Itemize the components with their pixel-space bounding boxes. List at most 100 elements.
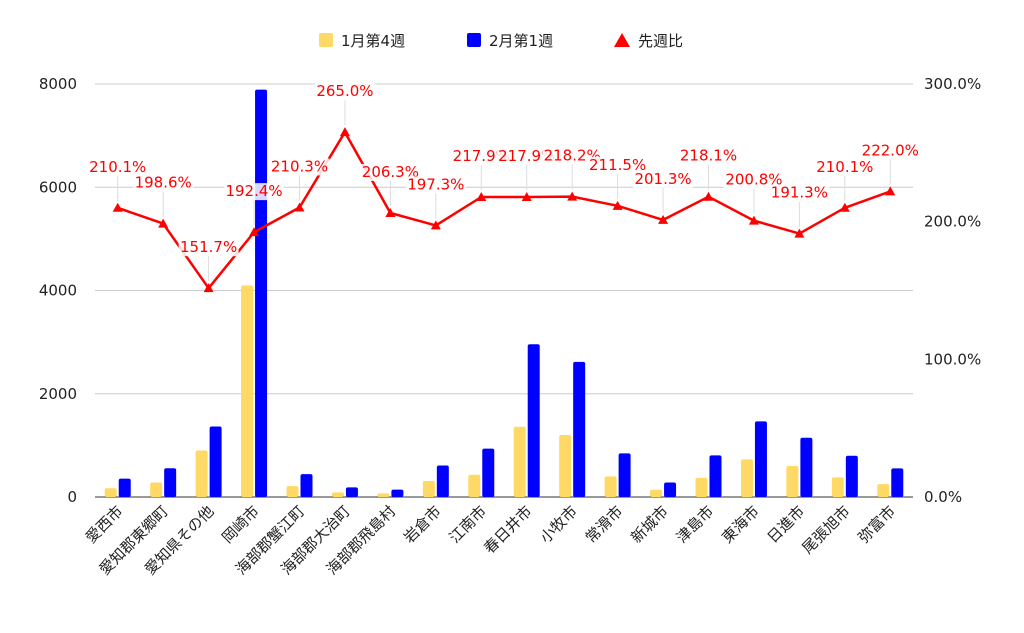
category-label: 春日井市 [480, 502, 535, 557]
ratio-label-bg [723, 171, 784, 189]
right-tick-label: 0.0% [924, 488, 962, 506]
bar-series1 [422, 480, 435, 497]
ratio-point [748, 215, 759, 225]
category-label: 岡崎市 [218, 502, 263, 547]
legend-label-series1: 1月第4週 [341, 32, 405, 50]
bar-series1 [195, 450, 208, 497]
ratio-label-bg [87, 158, 148, 176]
ratio-point [839, 202, 850, 212]
ratio-point [385, 207, 396, 217]
legend-marker-ratio [614, 33, 630, 47]
right-tick-label: 200.0% [924, 213, 981, 231]
ratio-point [885, 186, 896, 196]
legend-label-series2: 2月第1週 [489, 32, 553, 50]
bar-series1 [740, 459, 753, 497]
bar-series1 [468, 474, 481, 497]
ratio-label: 210.3% [271, 157, 328, 175]
bar-series2 [800, 437, 813, 497]
ratio-label: 222.0% [862, 141, 919, 159]
bar-series1 [786, 466, 799, 497]
ratio-label: 210.1% [89, 158, 146, 176]
legend: 1月第4週 2月第1週 先週比 [319, 32, 683, 50]
category-label: 新城市 [627, 502, 672, 547]
bar-series2 [527, 344, 540, 497]
ratio-label-bg [633, 170, 694, 188]
ratio-label: 206.3% [362, 163, 419, 181]
bar-series2 [391, 489, 404, 497]
bar-series2 [618, 453, 631, 497]
ratio-label-bg [178, 239, 239, 257]
bar-series2 [709, 455, 722, 497]
ratio-point [612, 200, 623, 210]
bar-series1 [831, 477, 844, 497]
category-labels: 愛西市愛知郡東郷町愛知県その他 岡崎市海部郡蟹江町海部郡大治町海部郡飛島村 岩倉市江… [82, 502, 899, 578]
bar-series2 [345, 487, 358, 497]
ratio-label: 265.0% [316, 82, 373, 100]
ratio-label: 218.2% [544, 147, 601, 165]
bar-series2 [209, 426, 222, 497]
ratio-label-bg [678, 147, 739, 165]
bar-series1 [650, 489, 663, 497]
bar-series2 [573, 361, 586, 497]
ratio-point [658, 214, 669, 224]
ratio-point [294, 202, 305, 212]
ratio-point [430, 220, 441, 230]
ratio-label: 197.3% [407, 175, 464, 193]
legend-swatch-series1 [319, 33, 333, 47]
ratio-point [203, 283, 214, 293]
ratio-point [112, 202, 123, 212]
ratio-label: 198.6% [135, 174, 192, 192]
right-axis-ticks: 0.0% 100.0% 200.0% 300.0% [924, 75, 981, 506]
bar-series1 [331, 492, 344, 497]
category-label: 尾張旭市 [798, 502, 853, 557]
bar-series2 [482, 448, 495, 497]
ratio-series-line [117, 130, 891, 290]
bar-series1 [241, 285, 254, 497]
left-tick-label: 4000 [39, 282, 77, 300]
category-label: 愛西市 [82, 502, 127, 547]
ratio-point [476, 192, 487, 202]
ratio-label: 210.1% [816, 158, 873, 176]
ratio-label: 191.3% [771, 184, 828, 202]
ratio-labels: 210.1%198.6%151.7%192.4%210.3%265.0%206.… [87, 82, 921, 282]
legend-label-ratio: 先週比 [638, 32, 683, 50]
bar-series1 [559, 435, 572, 497]
ratio-label: 201.3% [634, 170, 691, 188]
bar-series2 [754, 421, 767, 497]
bar-series1 [286, 486, 299, 497]
right-tick-label: 100.0% [924, 350, 981, 368]
bar-series1 [150, 482, 163, 497]
ratio-label: 217.9% [453, 147, 510, 165]
ratio-label-bg [814, 158, 875, 176]
bar-series2 [845, 455, 858, 497]
bar-series2 [436, 465, 449, 497]
ratio-label: 217.9% [498, 147, 555, 165]
ratio-label-bg [360, 163, 421, 181]
ratio-label-bg [133, 174, 194, 192]
ratio-label-bg [860, 142, 921, 160]
ratio-label-bg [769, 184, 830, 202]
bar-series2 [118, 478, 131, 497]
left-tick-label: 0 [67, 488, 77, 506]
ratio-point [567, 191, 578, 201]
ratio-point [339, 127, 350, 137]
ratio-label-bg [496, 148, 557, 166]
ratio-line [112, 127, 896, 293]
category-label: 津島市 [673, 502, 718, 547]
bar-series1 [104, 488, 117, 497]
ratio-label-bg [224, 183, 285, 201]
category-label: 常滑市 [582, 502, 627, 547]
ratio-point [794, 228, 805, 238]
category-label: 岩倉市 [400, 502, 445, 547]
ratio-label-bg [314, 83, 375, 101]
ratio-label-bg [451, 148, 512, 166]
category-label: 東海市 [718, 502, 763, 547]
category-label: 小牧市 [536, 502, 581, 547]
ratio-label: 200.8% [725, 171, 782, 189]
ratio-label-bg [405, 176, 466, 194]
ratio-label: 211.5% [589, 156, 646, 174]
right-tick-label: 300.0% [924, 75, 981, 93]
bar-series2 [664, 482, 677, 497]
ratio-label: 192.4% [225, 182, 282, 200]
